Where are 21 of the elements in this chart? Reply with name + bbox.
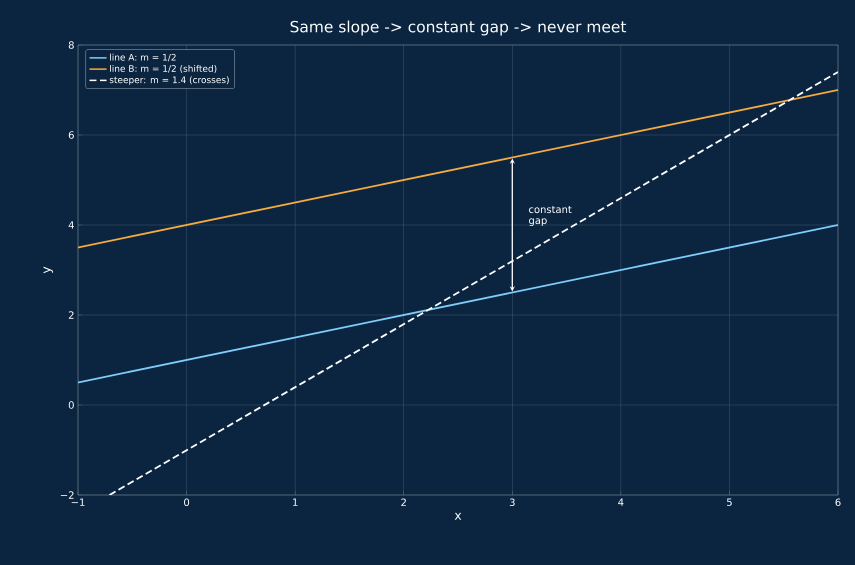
x-tick-label: 3 [510, 498, 515, 506]
legend-label: steeper: m = 1.4 (crosses) [110, 76, 229, 85]
x-tick-label: 2 [401, 498, 406, 506]
y-tick-label: 2 [68, 311, 74, 319]
x-axis-title: x [454, 512, 462, 520]
y-tick-label: 8 [68, 41, 74, 49]
x-tick-label: 4 [618, 498, 624, 506]
legend-label: line A: m = 1/2 [110, 54, 176, 62]
x-tick-label: 5 [727, 498, 732, 506]
x-tick-label: −1 [72, 498, 84, 506]
chart-title: Same slope -> constant gap -> never meet [290, 20, 626, 36]
legend-label: line B: m = 1/2 (shifted) [110, 64, 216, 73]
y-tick-label: 0 [68, 401, 74, 409]
x-tick-label: 6 [836, 498, 841, 506]
y-tick-label: 4 [68, 221, 74, 229]
x-tick-label: 0 [184, 498, 190, 506]
y-axis-title: y [44, 266, 53, 274]
annotation: constant gap [529, 206, 572, 226]
y-tick-label: 6 [68, 131, 74, 139]
x-tick-label: 1 [293, 498, 298, 506]
y-tick-label: −2 [60, 491, 74, 499]
